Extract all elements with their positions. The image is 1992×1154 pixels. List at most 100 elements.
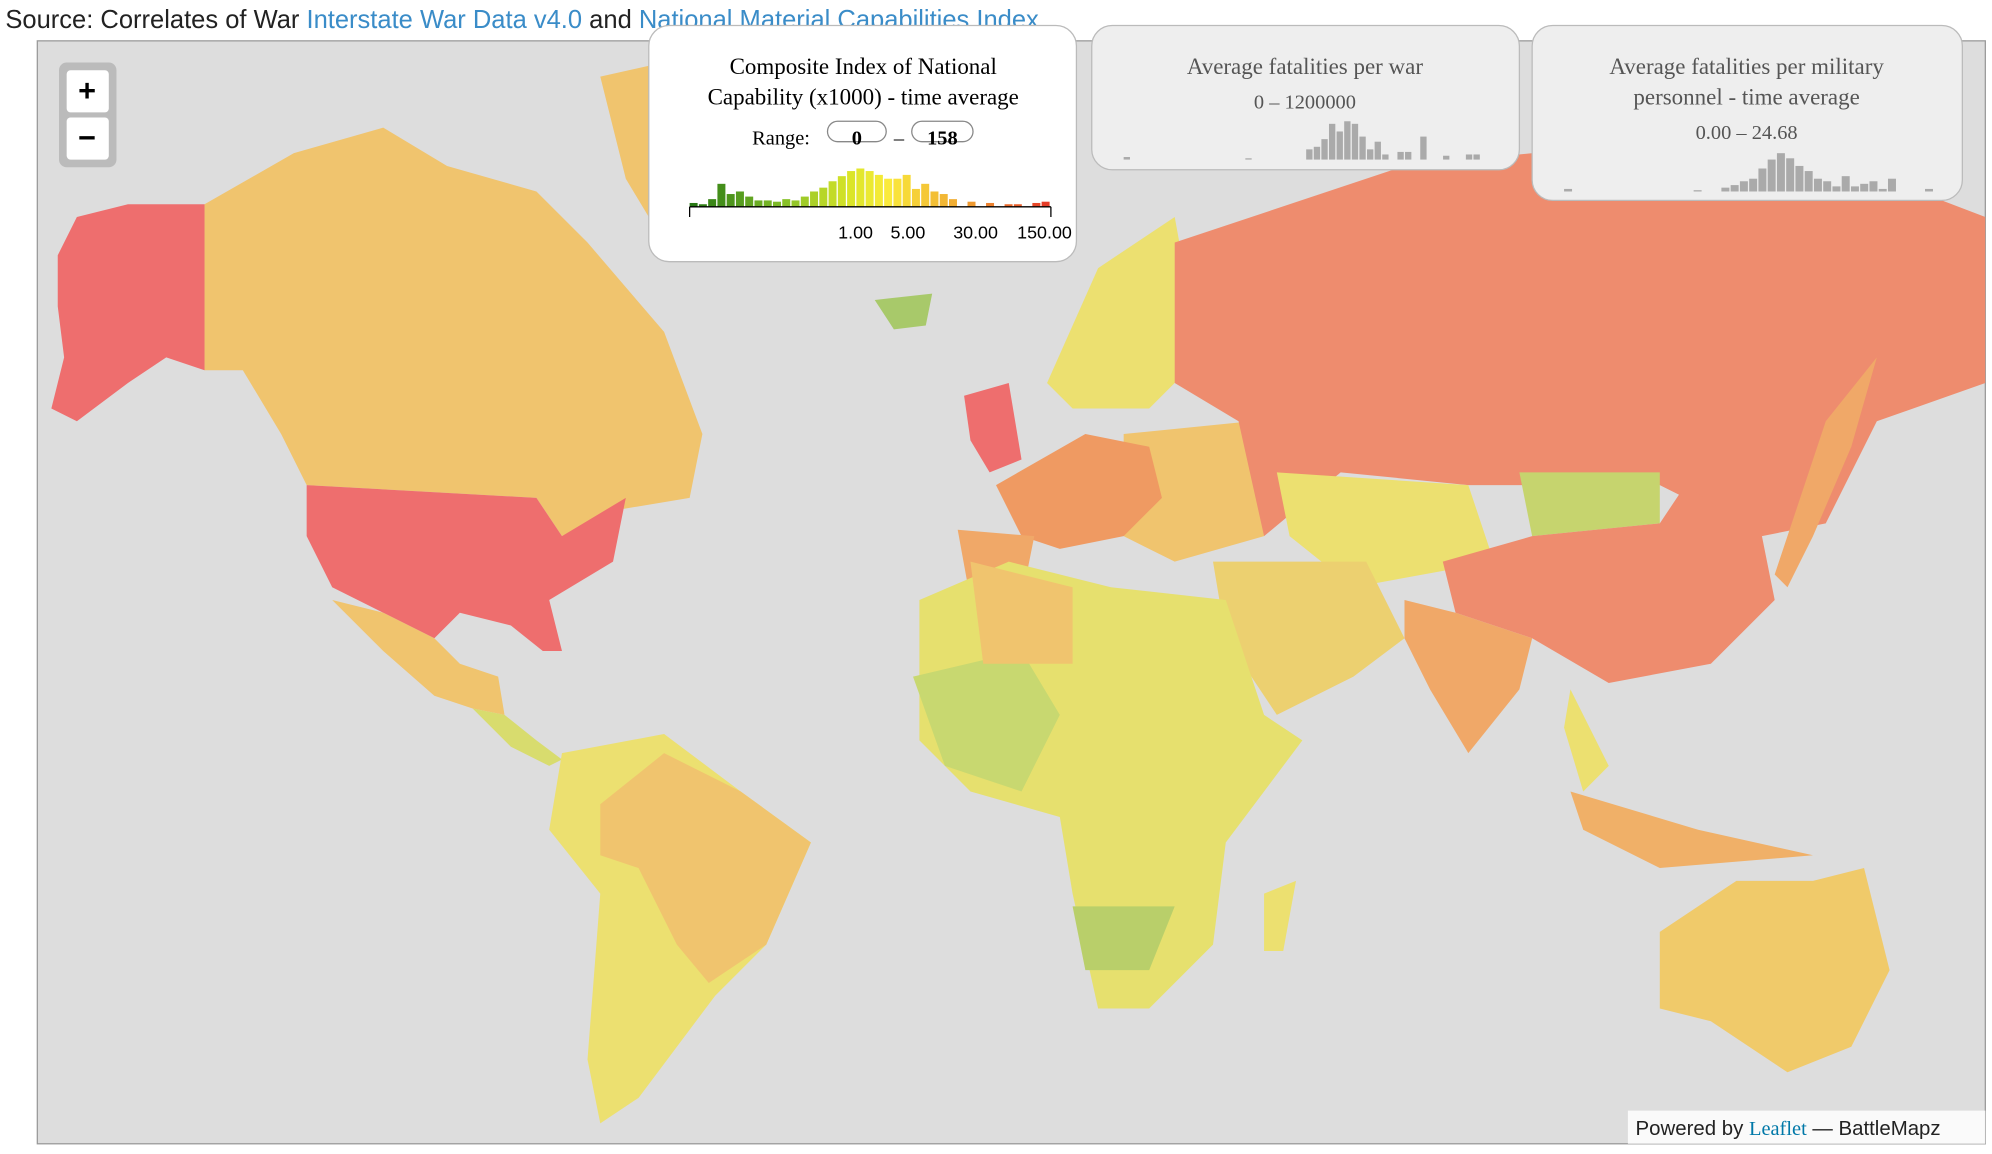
histogram-bar	[1420, 136, 1427, 160]
legend-title: Average fatalities per war	[1187, 54, 1423, 79]
zoom-in-button[interactable]	[66, 70, 109, 113]
histogram-bar	[1443, 155, 1450, 160]
histogram-bar	[1887, 178, 1896, 192]
range-label: Range:	[752, 127, 810, 149]
histogram-bar	[1693, 190, 1702, 192]
country[interactable]	[204, 127, 703, 537]
histogram-bar	[847, 171, 856, 207]
histogram-bar	[698, 204, 707, 207]
histogram-bar	[911, 188, 920, 207]
legend-panel	[1531, 24, 1963, 202]
histogram-bar	[1832, 186, 1841, 192]
range-input[interactable]	[826, 120, 887, 143]
histogram-bar	[1359, 136, 1366, 160]
country[interactable]	[1404, 599, 1533, 754]
histogram-bar	[717, 183, 726, 207]
zoom-in-label[interactable]: +	[78, 74, 96, 108]
range-max[interactable]: 158	[927, 127, 958, 149]
country[interactable]	[1570, 791, 1813, 869]
histogram-bar	[1032, 202, 1041, 207]
histogram	[1123, 121, 1480, 160]
histogram-bar	[1804, 171, 1813, 192]
country[interactable]	[51, 204, 205, 422]
country[interactable]	[1123, 421, 1265, 562]
country[interactable]	[970, 561, 1073, 664]
country[interactable]	[1659, 868, 1890, 1073]
country[interactable]	[1276, 472, 1494, 588]
country[interactable]	[1442, 485, 1775, 683]
histogram-bar	[893, 178, 902, 207]
zoom-out-label[interactable]: −	[78, 121, 96, 155]
country[interactable]	[1047, 217, 1201, 409]
country[interactable]	[1264, 880, 1296, 952]
country[interactable]	[1774, 357, 1877, 588]
country[interactable]	[332, 599, 505, 715]
legend-capability: Composite Index of National Capability (…	[648, 24, 1078, 263]
histogram-bar	[1869, 181, 1878, 192]
histogram-bar	[1328, 123, 1336, 160]
histogram-bar	[1767, 159, 1776, 192]
zoom-out-button[interactable]	[66, 117, 109, 160]
attribution-bg	[1627, 1110, 1986, 1144]
histogram-bar	[791, 200, 800, 207]
country[interactable]	[306, 485, 626, 652]
histogram-bar	[1850, 186, 1859, 192]
histogram-bar	[1473, 154, 1480, 160]
histogram-bar	[782, 199, 791, 207]
leaflet-link[interactable]: Leaflet	[1749, 1118, 1807, 1140]
histogram-bar	[1321, 139, 1328, 160]
histogram-bar	[800, 196, 809, 207]
histogram-bar	[763, 200, 772, 207]
histogram-bar	[1013, 204, 1022, 207]
histogram-bar	[921, 183, 930, 207]
histogram-bar	[1397, 151, 1404, 160]
histogram-bar	[1721, 187, 1730, 192]
source-link[interactable]: Interstate War Data v4.0	[307, 6, 583, 34]
histogram-bar	[1344, 121, 1351, 160]
legend-range: 0 – 1200000	[1254, 92, 1356, 114]
histogram-bar	[772, 201, 781, 207]
country[interactable]	[1213, 561, 1405, 715]
histogram-bar	[1813, 178, 1822, 192]
country[interactable]	[600, 753, 811, 983]
histogram-bar	[930, 191, 939, 207]
histogram-bar	[1123, 157, 1130, 160]
country[interactable]	[1564, 689, 1609, 792]
country[interactable]	[1174, 140, 1986, 537]
country[interactable]	[472, 708, 562, 766]
tick-labels: 1.00 5.00 30.00 150.00	[838, 223, 1072, 243]
histogram-bar	[967, 201, 976, 207]
histogram-bar	[874, 174, 883, 207]
histogram-bar	[1860, 183, 1869, 192]
histogram-bar	[1382, 154, 1389, 160]
histogram-bar	[837, 176, 846, 207]
histogram-bar	[1564, 188, 1573, 192]
attribution-text: Powered by Leaflet — BattleMapz	[1636, 1118, 1941, 1140]
country[interactable]	[996, 434, 1162, 549]
histogram-bar	[745, 196, 754, 207]
country[interactable]	[1072, 906, 1175, 971]
histogram-bar	[1041, 201, 1050, 207]
histogram-bar	[1306, 149, 1313, 160]
histogram-bar	[735, 191, 744, 207]
country[interactable]	[874, 293, 933, 330]
histogram-bar	[902, 174, 911, 207]
histogram-bar	[1739, 181, 1748, 192]
histogram-bar	[1878, 188, 1887, 192]
histogram-bar	[865, 171, 874, 207]
histogram-bar	[1795, 165, 1804, 192]
country[interactable]	[1519, 472, 1660, 537]
histogram-bar	[1351, 123, 1359, 160]
country[interactable]	[964, 382, 1022, 473]
histogram-bar	[1758, 168, 1767, 192]
histogram-bar	[1367, 149, 1374, 160]
tick-label: 1.00	[838, 223, 873, 243]
range-min[interactable]: 0	[852, 127, 862, 149]
histogram-bar	[884, 178, 893, 207]
histogram-bar	[828, 181, 837, 207]
histogram-bar	[1405, 151, 1412, 160]
histogram-bar	[754, 200, 763, 207]
range-input[interactable]	[911, 120, 974, 143]
country[interactable]	[913, 651, 1060, 792]
